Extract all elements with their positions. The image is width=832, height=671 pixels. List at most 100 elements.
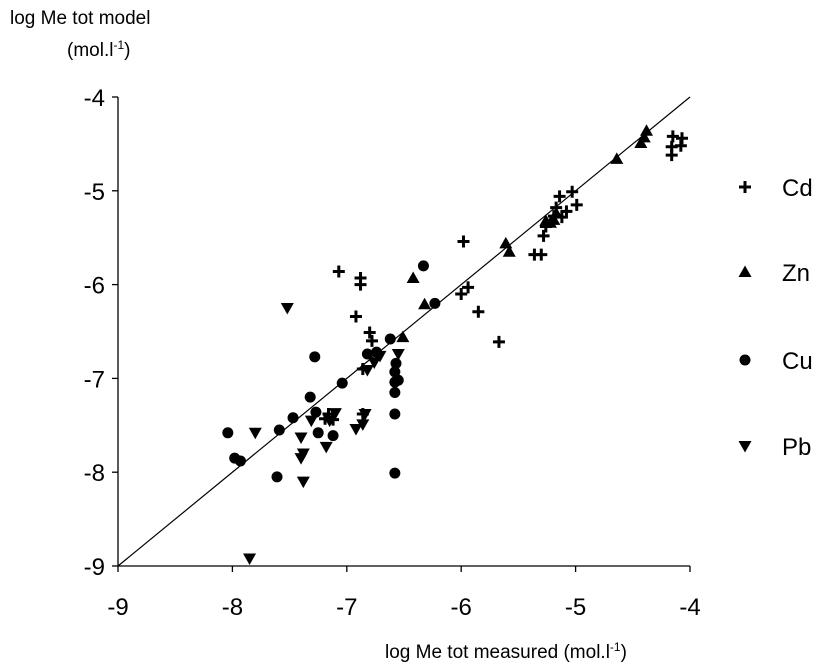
x-axis-title-end: ) (620, 642, 627, 663)
legend-marker-zn (738, 265, 752, 277)
point-pb (243, 553, 257, 565)
point-cu (417, 260, 429, 272)
point-cu (389, 467, 401, 479)
x-tick-label: -7 (336, 594, 357, 621)
legend-label-cd: Cd (782, 175, 813, 202)
point-pb (391, 349, 405, 361)
point-cd (553, 190, 566, 203)
point-cu (429, 297, 441, 309)
point-pb (328, 408, 342, 420)
point-cd (570, 198, 583, 211)
x-tick-label: -5 (565, 594, 586, 621)
point-cu (309, 351, 321, 363)
point-cd (349, 310, 362, 323)
legend-marker-pb (738, 441, 752, 453)
point-pb (280, 303, 294, 315)
point-cu (327, 430, 339, 442)
point-cd (332, 265, 345, 278)
x-axis-title-sup: -1 (609, 640, 621, 654)
point-cd (665, 149, 678, 162)
point-cu (336, 377, 348, 389)
x-tick-label: -4 (679, 594, 700, 621)
reference-line (117, 96, 691, 567)
y-axis-unit-sup: -1 (113, 38, 125, 52)
point-cd (365, 334, 378, 347)
point-zn (610, 152, 624, 164)
legend: Cd Zn Cu Pb (738, 175, 813, 461)
legend-label-cu: Cu (782, 348, 813, 375)
point-zn (502, 245, 516, 257)
point-pb (304, 415, 318, 428)
point-zn (640, 124, 654, 136)
reference-line-group (117, 96, 691, 567)
y-axis-title-text: log Me tot model (10, 8, 151, 29)
axes: -9 -8 -7 -6 -5 -4 -4 -5 -6 -7 -8 -9 (84, 85, 701, 621)
point-cd (472, 305, 485, 318)
point-cu (389, 376, 401, 388)
point-cu (271, 471, 283, 483)
point-cd (354, 272, 367, 285)
point-cd (363, 326, 376, 339)
point-cu (389, 408, 401, 420)
y-tick-label: -6 (84, 273, 105, 300)
point-cd (537, 229, 550, 242)
y-axis-unit-base: (mol.l (67, 40, 114, 61)
x-tick-label: -8 (222, 594, 243, 621)
y-tick-label: -8 (84, 460, 105, 487)
point-pb (358, 409, 372, 421)
point-pb (349, 424, 363, 436)
point-pb (294, 432, 308, 444)
point-zn (418, 297, 432, 310)
point-cu (312, 427, 324, 439)
point-cu (389, 386, 401, 398)
legend-label-pb: Pb (782, 434, 811, 461)
y-tick-label: -9 (84, 554, 105, 581)
x-tick-label: -6 (451, 594, 472, 621)
point-cu (390, 357, 402, 369)
point-cd (462, 281, 475, 294)
point-cd (528, 248, 541, 261)
point-cu (229, 452, 241, 464)
point-zn (396, 330, 410, 343)
point-pb (248, 427, 262, 440)
legend-marker-cu (739, 354, 751, 366)
point-pb (323, 415, 337, 428)
point-zn (539, 214, 553, 226)
point-cu (384, 333, 396, 345)
point-cu (304, 391, 316, 403)
x-axis-title: log Me tot measured (mol.l-1) (385, 640, 627, 664)
point-cd (492, 335, 505, 348)
y-axis-unit-end: ) (124, 40, 131, 61)
y-axis-unit: (mol.l-1) (67, 38, 131, 62)
y-tick-label: -5 (84, 179, 105, 206)
point-cu (310, 406, 322, 418)
point-cu (361, 348, 373, 360)
legend-marker-cd (739, 181, 751, 193)
point-pb (319, 441, 333, 454)
point-pb (367, 357, 381, 369)
point-cd (566, 185, 579, 198)
point-pb (373, 350, 387, 363)
point-pb (294, 453, 308, 465)
point-cu (389, 366, 401, 378)
point-zn (634, 136, 648, 148)
y-tick-label: -7 (84, 366, 105, 393)
legend-label-zn: Zn (782, 260, 810, 287)
x-tick-label: -9 (107, 594, 128, 621)
point-cu (273, 424, 285, 436)
point-cd (666, 130, 679, 143)
point-cu (287, 412, 299, 424)
point-pb (296, 476, 310, 489)
x-axis-title-base: log Me tot measured (mol.l (385, 642, 610, 663)
point-cd (457, 235, 470, 248)
point-zn (406, 271, 420, 284)
point-pb (360, 364, 374, 377)
y-axis-title: log Me tot model (10, 8, 150, 30)
point-pb (356, 419, 370, 431)
data-points (222, 124, 688, 565)
point-cd (455, 287, 468, 300)
y-tick-label: -4 (84, 85, 105, 112)
point-zn (499, 236, 513, 249)
point-cu (222, 427, 234, 439)
